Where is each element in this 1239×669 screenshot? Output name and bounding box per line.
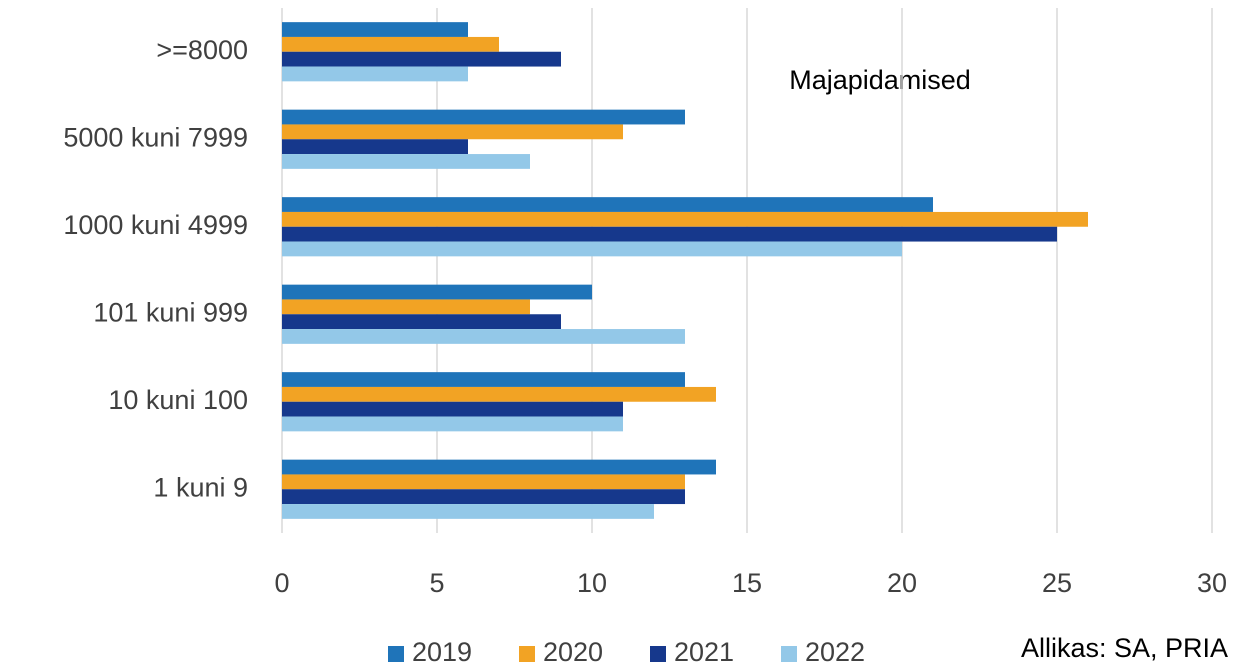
bar: [282, 386, 716, 402]
legend-label: 2020: [543, 637, 603, 667]
bar: [282, 329, 685, 344]
x-tick-label: 30: [1197, 568, 1227, 598]
bar: [282, 372, 685, 387]
bar: [282, 154, 530, 169]
x-tick-label: 20: [887, 568, 917, 598]
legend-swatch: [650, 646, 666, 662]
bar: [282, 474, 685, 490]
bar: [282, 401, 623, 417]
annotation: Majapidamised: [789, 65, 971, 95]
bar: [282, 139, 468, 155]
bar: [282, 66, 468, 82]
legend-label: 2022: [805, 637, 865, 667]
x-tick-label: 15: [732, 568, 762, 598]
bar: [282, 459, 716, 475]
y-tick-label: 1 kuni 9: [153, 472, 248, 502]
source: Allikas: SA, PRIA: [1021, 633, 1228, 663]
bar: [282, 241, 902, 257]
legend-swatch: [519, 646, 535, 662]
bar: [282, 416, 623, 432]
bar: [282, 299, 530, 315]
legend-swatch: [781, 646, 797, 662]
legend-swatch: [388, 646, 404, 662]
bar: [282, 211, 1088, 227]
y-tick-label: 10 kuni 100: [108, 385, 248, 415]
legend-label: 2021: [674, 637, 734, 667]
legend-label: 2019: [412, 637, 472, 667]
x-tick-label: 10: [577, 568, 607, 598]
bar: [282, 226, 1057, 242]
bar: [282, 489, 685, 505]
x-tick-label: 5: [429, 568, 444, 598]
y-tick-label: 5000 kuni 7999: [63, 122, 248, 152]
bar: [282, 197, 933, 212]
bar: [282, 51, 561, 67]
y-tick-label: 1000 kuni 4999: [63, 210, 248, 240]
bar: [282, 109, 685, 125]
bar: [282, 504, 654, 519]
bar: [282, 22, 468, 37]
x-tick-label: 0: [274, 568, 289, 598]
bar: [282, 36, 499, 52]
y-tick-label: 101 kuni 999: [93, 297, 248, 327]
bar: [282, 124, 623, 140]
y-tick-label: >=8000: [156, 35, 248, 65]
bar: [282, 284, 592, 300]
bar: [282, 314, 561, 330]
x-tick-label: 25: [1042, 568, 1072, 598]
